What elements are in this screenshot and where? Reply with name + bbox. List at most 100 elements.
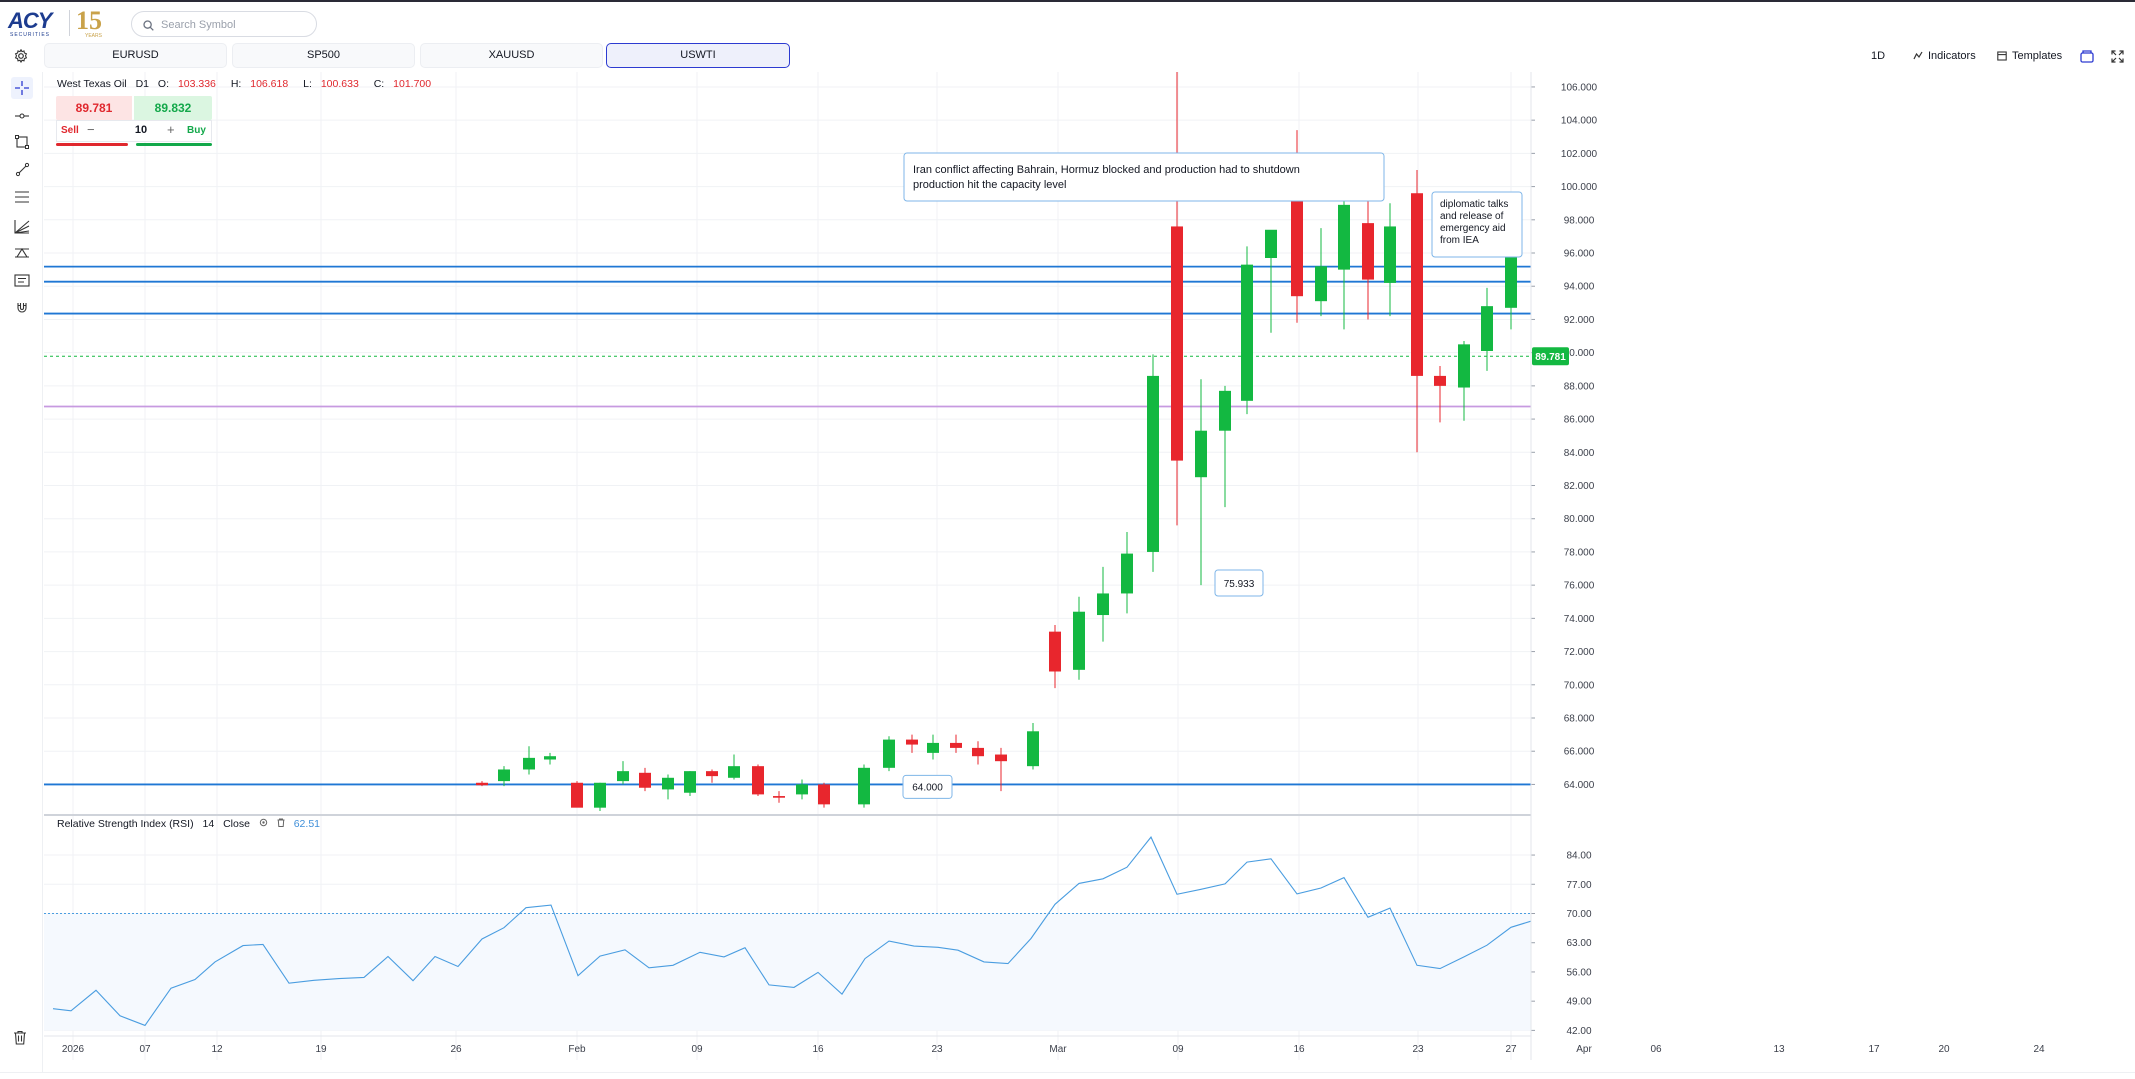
timeframe-label: D1 (135, 78, 149, 90)
trade-quantity-row: Sell − 10 + Buy (56, 120, 212, 142)
ohlc-legend: West Texas Oil D1 O: 103.336 H: 106.618 … (57, 78, 443, 90)
rsi-tick-label: 42.00 (1566, 1026, 1591, 1037)
quick-trade-panel: 89.781 89.832 Sell − 10 + Buy (56, 96, 212, 150)
candle-body (752, 766, 764, 795)
buy-button[interactable]: Buy (187, 125, 206, 136)
templates-button[interactable]: Templates (1997, 42, 2062, 70)
candle-body (728, 766, 740, 778)
horizontal-lines-icon[interactable] (11, 186, 33, 208)
tab-sp500[interactable]: SP500 (232, 43, 415, 68)
trash-icon[interactable] (13, 1030, 27, 1050)
crosshair-icon[interactable] (11, 77, 33, 99)
annotation-diplomatic-line-3: emergency aid (1440, 223, 1506, 234)
fullscreen-icon[interactable] (2111, 49, 2129, 63)
candle-body (476, 782, 488, 786)
candle-body (818, 784, 830, 805)
anniversary-subtitle: YEARS (85, 33, 102, 39)
candle-body (498, 769, 510, 782)
time-tick-label: 27 (1505, 1044, 1517, 1055)
candle-body (995, 754, 1007, 762)
candle-body (1362, 223, 1374, 280)
candle-body (544, 756, 556, 760)
rsi-name: Relative Strength Index (RSI) (57, 818, 194, 830)
tab-uswti[interactable]: USWTI (606, 43, 790, 68)
rsi-source: Close (223, 818, 250, 830)
decrease-quantity-button[interactable]: − (87, 122, 95, 137)
rsi-axis-bg (1531, 820, 2135, 1060)
candle-body (1384, 226, 1396, 283)
candle-body (1434, 375, 1446, 386)
sell-button[interactable]: Sell (61, 125, 79, 136)
price-tick-label: 78.000 (1564, 547, 1595, 558)
gear-icon[interactable] (14, 48, 28, 68)
candle-body (617, 771, 629, 782)
rsi-panel[interactable]: 84.00 77.00 70.00 63.00 56.00 49.00 42.00 (44, 820, 2135, 1060)
search-input[interactable] (161, 16, 311, 33)
logo-subtitle: SECURITIES (10, 32, 51, 38)
price-tick-label: 92.000 (1564, 315, 1595, 326)
candle-body (1458, 344, 1470, 388)
sell-price-button[interactable]: 89.781 (56, 96, 132, 120)
time-tick-label: 24 (2033, 1044, 2045, 1055)
time-tick-label: 13 (1773, 1044, 1785, 1055)
time-tick-label: 2026 (62, 1044, 85, 1055)
eye-icon[interactable] (259, 818, 268, 830)
time-tick-label: Feb (568, 1044, 586, 1055)
delete-indicator-icon[interactable] (277, 818, 285, 830)
time-tick-label: 19 (315, 1044, 327, 1055)
annotation-diplomatic-line-2: and release of (1440, 211, 1504, 222)
rsi-tick-label: 84.00 (1566, 851, 1591, 862)
interval-button[interactable]: 1D (1871, 50, 1886, 62)
annotation-iran[interactable]: Iran conflict affecting Bahrain, Hormuz … (903, 152, 1385, 202)
annotation-75933[interactable]: 75.933 (1214, 569, 1264, 597)
indicators-button[interactable]: Indicators (1913, 42, 1976, 70)
open-label: O: (157, 78, 170, 90)
high-label: H: (230, 78, 242, 90)
indicators-icon (1913, 51, 1923, 60)
templates-label: Templates (2012, 50, 2063, 62)
level-label: 64.000 (912, 782, 943, 793)
annotation-diplomatic-line-4: from IEA (1440, 235, 1479, 246)
magnet-icon[interactable] (11, 297, 33, 319)
candle-body (1027, 731, 1039, 767)
pattern-icon[interactable] (11, 242, 33, 264)
rsi-band (44, 913, 1531, 1031)
rsi-tick-label: 70.00 (1566, 909, 1591, 920)
high-value: 106.618 (250, 78, 289, 90)
acy-logo[interactable]: ACY SECURITIES (8, 8, 66, 38)
candle-body (1121, 553, 1133, 594)
rsi-tick-label: 56.00 (1566, 967, 1591, 978)
increase-quantity-button[interactable]: + (167, 122, 175, 137)
candle-body (1171, 226, 1183, 461)
price-chart[interactable]: 95.17994.272resistance 92.35486.75964.00… (44, 72, 2135, 1072)
search-box[interactable] (131, 11, 317, 37)
fib-fan-icon[interactable] (11, 215, 33, 237)
rsi-tick-label: 77.00 (1566, 880, 1591, 891)
drawing-toolbar (0, 72, 43, 1072)
symbol-name: West Texas Oil (57, 78, 127, 90)
annotation-diplomatic[interactable]: diplomatic talks and release of emergenc… (1431, 191, 1523, 258)
level-label-box (902, 774, 953, 799)
rectangle-icon[interactable] (11, 131, 33, 153)
time-tick-label: 23 (931, 1044, 943, 1055)
templates-icon (1997, 51, 2007, 61)
ray-icon[interactable] (11, 158, 33, 180)
svg-text:Iran conflict affecting Bahrai: Iran conflict affecting Bahrain, Hormuz … (913, 164, 1303, 191)
rsi-legend: Relative Strength Index (RSI) 14 Close 6… (57, 818, 326, 830)
layout-icon[interactable] (2080, 49, 2099, 63)
text-note-icon[interactable] (11, 269, 33, 291)
candle-body (1147, 375, 1159, 552)
candle-body (571, 782, 583, 808)
tab-xauusd[interactable]: XAUUSD (420, 43, 603, 68)
price-tick-label: 70.000 (1564, 680, 1595, 691)
annotations[interactable]: Iran conflict affecting Bahrain, Hormuz … (903, 152, 1523, 597)
time-tick-label: 06 (1650, 1044, 1662, 1055)
tab-eurusd[interactable]: EURUSD (44, 43, 227, 68)
price-tick-label: 104.000 (1561, 116, 1598, 127)
price-tick-label: 106.000 (1561, 82, 1598, 93)
open-value: 103.336 (177, 78, 216, 90)
buy-price-button[interactable]: 89.832 (134, 96, 212, 120)
trend-line-icon[interactable] (11, 105, 33, 127)
time-axis[interactable]: 2026 07 12 19 26 Feb 09 16 23 Mar 09 16 23 27 Apr 06 13 1… (44, 72, 2045, 1060)
quantity-input[interactable]: 10 (134, 124, 148, 136)
